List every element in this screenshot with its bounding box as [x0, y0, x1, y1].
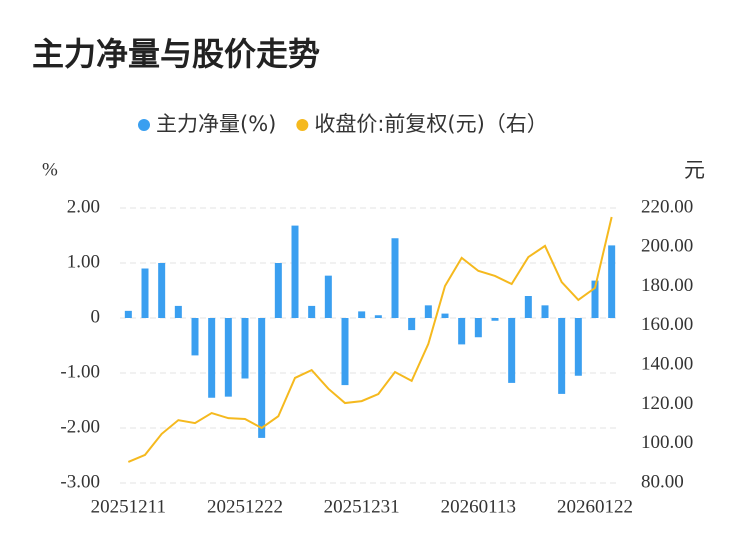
bar: [174, 305, 182, 318]
y2-tick-label: 180.00: [641, 275, 693, 296]
bar: [258, 318, 266, 438]
bar: [291, 225, 299, 318]
y2-tick-label: 220.00: [641, 196, 693, 217]
bar: [524, 296, 532, 318]
y2-tick-label: 100.00: [641, 432, 693, 453]
y2-tick-label: 160.00: [641, 314, 693, 335]
bar: [441, 313, 449, 318]
x-tick-label: 20251211: [91, 496, 166, 517]
bar: [224, 318, 232, 397]
bar: [391, 238, 399, 318]
bar: [374, 315, 382, 318]
bar: [608, 245, 616, 318]
x-tick-label: 20251222: [207, 496, 283, 517]
y2-tick-label: 120.00: [641, 393, 693, 414]
legend-marker: [138, 119, 150, 131]
legend-marker: [296, 119, 309, 131]
bar: [558, 318, 566, 394]
y-tick-label: -2.00: [60, 416, 100, 437]
y2-tick-label: 140.00: [641, 354, 693, 375]
bar: [508, 318, 516, 383]
x-tick-label: 20260122: [557, 496, 633, 517]
price-line: [127, 216, 613, 463]
bar: [324, 275, 332, 318]
bar: [424, 305, 432, 318]
legend-label: 主力净量(%): [156, 112, 276, 136]
y-unit: %: [42, 159, 58, 180]
bar: [124, 310, 132, 318]
y2-tick-label: 200.00: [641, 236, 693, 257]
y-tick-label: -1.00: [60, 361, 100, 382]
bar: [158, 263, 166, 318]
chart-title: 主力净量与股价走势: [32, 35, 320, 73]
bar: [141, 268, 149, 318]
bar: [491, 318, 499, 321]
x-tick-label: 20251231: [324, 496, 400, 517]
y-tick-label: 0: [91, 306, 101, 327]
bar: [458, 318, 466, 345]
bar: [474, 318, 482, 338]
bar: [591, 280, 599, 318]
bar: [308, 305, 316, 318]
bar: [191, 318, 199, 356]
bar: [574, 318, 582, 376]
y-tick-label: 2.00: [67, 196, 100, 217]
y2-unit: 元: [684, 158, 705, 182]
bar: [408, 318, 416, 331]
legend-label: 收盘价:前复权(元)（右）: [314, 112, 547, 136]
y-tick-label: 1.00: [67, 251, 100, 272]
bar: [241, 318, 249, 379]
y2-tick-label: 80.00: [641, 471, 684, 492]
bar: [274, 263, 282, 318]
bar: [208, 318, 216, 398]
x-tick-label: 20260113: [441, 496, 516, 517]
bar: [358, 311, 366, 318]
bar: [341, 318, 349, 386]
y-tick-label: -3.00: [60, 471, 100, 492]
bar: [541, 305, 549, 318]
